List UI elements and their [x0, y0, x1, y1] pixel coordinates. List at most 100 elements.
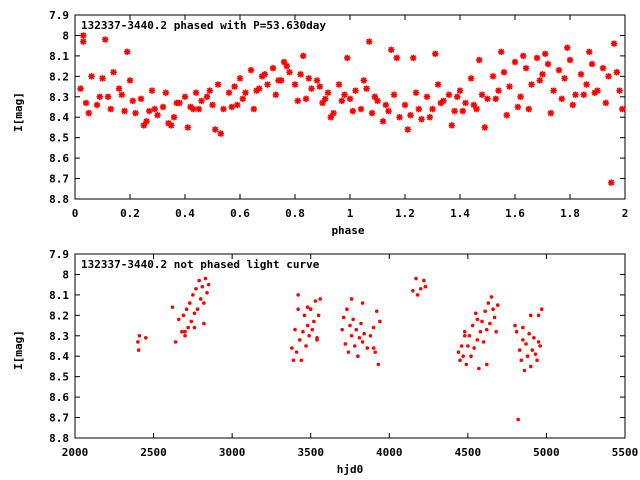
bottom-data-point [459, 344, 464, 348]
bottom-data-point [477, 366, 481, 371]
top-data-point [616, 87, 623, 94]
top-data-point [283, 62, 290, 70]
top-data-point [302, 95, 310, 103]
bottom-data-point [360, 340, 365, 344]
bottom-x-tick-label: 5000 [533, 446, 560, 459]
top-data-point [393, 54, 400, 62]
top-data-point [346, 95, 354, 103]
top-data-point [154, 111, 161, 119]
bottom-data-point [170, 305, 175, 309]
bottom-data-point [422, 278, 426, 283]
bottom-data-point [340, 327, 344, 332]
top-x-axis-label: phase [331, 224, 364, 237]
bottom-data-point [318, 297, 322, 301]
bottom-data-point [373, 350, 377, 354]
bottom-data-point [202, 321, 206, 326]
bottom-data-point [486, 301, 491, 305]
top-data-point [209, 101, 216, 109]
bottom-y-tick-label: 8.3 [49, 330, 69, 343]
top-data-point [564, 44, 571, 51]
bottom-data-point [538, 344, 542, 348]
bottom-data-point [480, 319, 484, 324]
top-data-point [170, 114, 178, 121]
top-data-point [379, 118, 387, 125]
top-data-point [272, 91, 279, 98]
top-data-point [368, 109, 376, 117]
bottom-data-point [191, 293, 195, 297]
bottom-x-tick-label: 3000 [219, 446, 246, 459]
bottom-data-point [483, 309, 487, 314]
top-data-point [168, 122, 175, 129]
top-data-point [173, 99, 180, 107]
top-data-point [151, 105, 158, 113]
bottom-data-point [516, 417, 520, 422]
bottom-data-point [136, 348, 141, 352]
top-data-point [429, 105, 436, 113]
top-data-point [352, 87, 359, 94]
top-data-point [192, 89, 200, 96]
top-data-point [82, 99, 90, 107]
bottom-x-tick-label: 3500 [297, 446, 324, 459]
bottom-data-point [291, 358, 296, 363]
top-data-point [591, 89, 598, 96]
top-data-point [514, 103, 521, 111]
top-data-point [330, 109, 337, 117]
bottom-data-point [536, 313, 541, 318]
top-data-point [129, 97, 136, 105]
top-data-point [102, 36, 109, 43]
bottom-data-point [368, 333, 373, 338]
bottom-data-point [461, 354, 465, 359]
top-data-point [308, 85, 315, 92]
bottom-data-point [376, 362, 381, 367]
top-data-point [231, 83, 238, 90]
bottom-data-point [528, 313, 533, 318]
top-data-point [544, 60, 552, 68]
bottom-data-point [180, 329, 184, 334]
top-data-point [115, 85, 123, 92]
bottom-data-point [495, 303, 500, 307]
top-data-point [195, 105, 202, 113]
bottom-data-point [357, 336, 362, 340]
bottom-data-point [423, 284, 428, 289]
bottom-data-point [304, 344, 308, 348]
top-y-tick-label: 8.5 [49, 132, 69, 145]
bottom-data-point [183, 333, 187, 338]
top-data-point [459, 107, 466, 115]
top-data-point [588, 60, 596, 68]
bottom-data-point [294, 350, 299, 354]
top-data-point [500, 69, 508, 76]
top-data-point [88, 73, 95, 80]
bottom-data-point [354, 327, 359, 332]
top-data-point [77, 85, 84, 92]
top-data-point [434, 81, 442, 88]
top-data-point [572, 91, 579, 98]
top-data-point [451, 107, 458, 115]
top-data-point [278, 77, 285, 84]
top-data-point [401, 101, 409, 109]
bottom-data-point [356, 354, 360, 359]
top-data-point [481, 124, 488, 131]
bottom-data-point [206, 282, 211, 287]
top-data-point [476, 56, 483, 64]
bottom-data-point [362, 331, 366, 336]
bottom-data-point [525, 354, 530, 359]
bottom-data-point [415, 293, 420, 297]
top-data-point [371, 93, 378, 100]
top-data-point [555, 67, 563, 74]
top-data-point [198, 97, 205, 105]
bottom-data-point [535, 358, 539, 363]
plot-frame-bottom [74, 253, 626, 439]
top-data-point [467, 75, 475, 82]
top-data-point [511, 58, 519, 66]
bottom-data-point [484, 362, 489, 367]
bottom-data-point [307, 333, 311, 338]
top-data-point [316, 83, 323, 90]
top-data-point [300, 52, 307, 60]
bottom-data-point [489, 295, 494, 299]
bottom-data-point [488, 321, 492, 326]
bottom-data-point [472, 346, 476, 350]
top-data-point [132, 109, 139, 117]
bottom-data-point [296, 293, 300, 297]
top-data-point [280, 58, 288, 66]
bottom-data-point [484, 327, 489, 332]
